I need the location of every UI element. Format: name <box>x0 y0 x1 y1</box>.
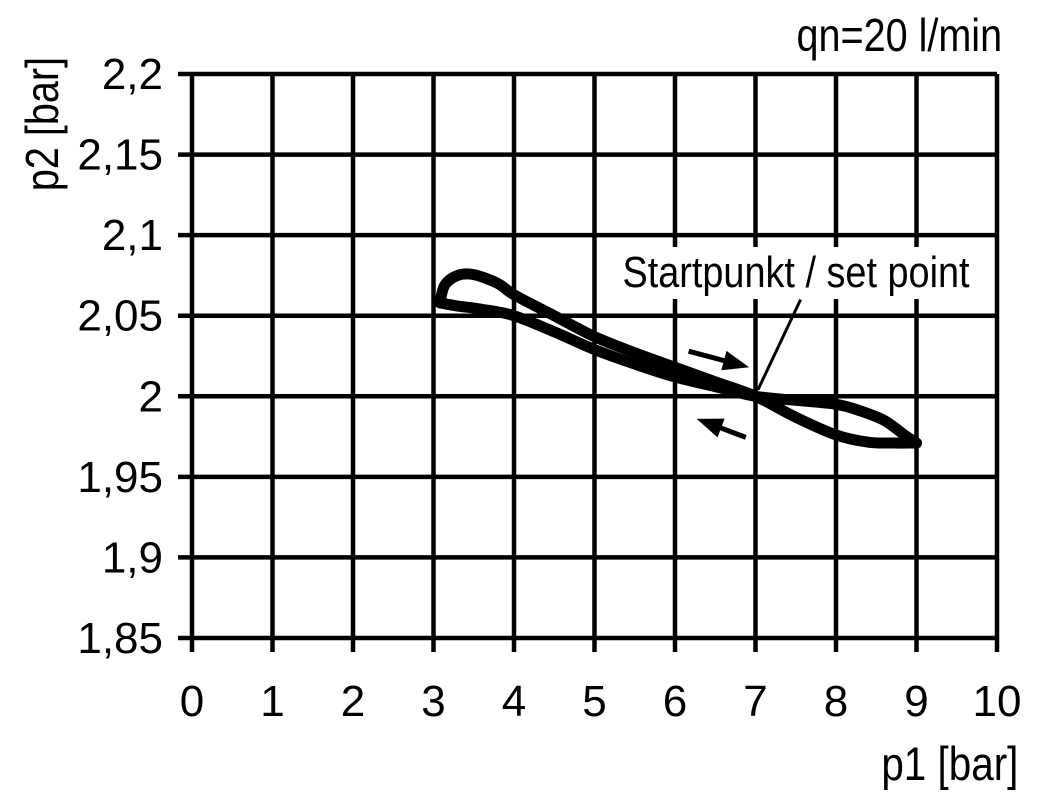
x-tick-label: 0 <box>180 677 204 726</box>
flow-condition-title: qn=20 l/min <box>796 9 1002 61</box>
y-tick-label: 1,85 <box>77 614 163 663</box>
x-tick-label: 4 <box>502 677 526 726</box>
grid-lines <box>178 71 1000 652</box>
x-tick-label: 5 <box>582 677 606 726</box>
x-tick-label: 2 <box>341 677 365 726</box>
curve-hysteresis-forward <box>434 268 922 449</box>
x-tick-label: 3 <box>421 677 445 726</box>
x-tick-label: 8 <box>824 677 848 726</box>
curve-hysteresis-return <box>434 297 922 449</box>
y-tick-label: 2,15 <box>77 131 163 180</box>
y-axis-label: p2 [bar] <box>16 56 68 192</box>
y-tick-label: 1,95 <box>77 453 163 502</box>
y-tick-label: 2,2 <box>102 50 163 99</box>
set-point-leader-line <box>756 298 802 391</box>
y-tick-label: 1,9 <box>102 533 163 582</box>
x-axis-label: p1 [bar] <box>880 737 1018 790</box>
y-tick-label: 2,05 <box>77 292 163 341</box>
x-tick-label: 10 <box>973 677 1022 726</box>
tick-labels: 0 1 2 3 4 5 6 7 8 9 10 2,2 2,15 2,1 2,05 2 1,95 1,9 1,85 <box>77 50 1021 726</box>
forward-direction-arrow <box>688 348 750 371</box>
y-tick-label: 2 <box>139 372 163 421</box>
y-tick-label: 2,1 <box>102 211 163 260</box>
return-direction-arrow <box>696 418 747 440</box>
x-tick-label: 7 <box>743 677 767 726</box>
x-tick-label: 9 <box>904 677 928 726</box>
set-point-annotation: Startpunkt / set point <box>615 247 977 299</box>
x-tick-label: 1 <box>260 677 284 726</box>
x-tick-label: 6 <box>663 677 687 726</box>
